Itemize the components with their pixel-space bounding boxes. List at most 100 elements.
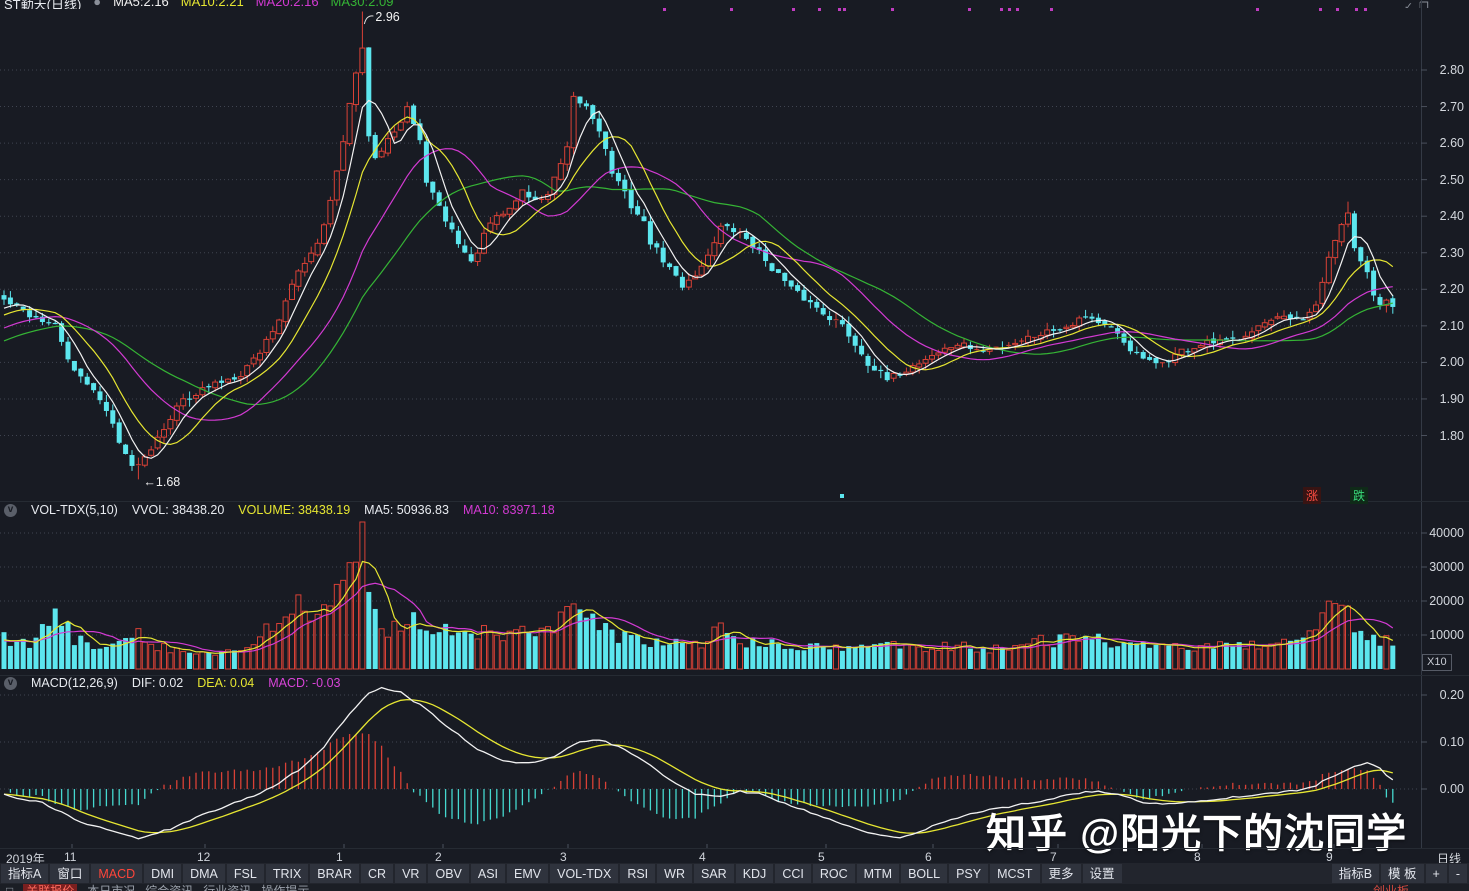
macd-header-item: DIF: 0.02	[131, 676, 184, 690]
price-tick-label: 2.20	[1439, 282, 1464, 297]
bottom-tab-综合资讯[interactable]: 综合资讯	[145, 884, 194, 891]
fall-button[interactable]: 跌	[1350, 487, 1369, 504]
chart-title-row: ST勤天(日线) ● MA5:2.16 MA10:2.21 MA20:2.16 MA3…	[0, 0, 1400, 9]
volume-header-item: VOLUME: 38438.19	[238, 503, 351, 517]
indicator-button-trix[interactable]: TRIX	[265, 864, 309, 883]
month-label: 7	[1050, 850, 1057, 864]
macd-values: MACD(12,26,9) DIF: 0.02 DEA: 0.04 MACD: -0.…	[31, 676, 341, 690]
indicator-button-psy[interactable]: PSY	[949, 864, 989, 883]
high-price-annotation: 2.96	[375, 10, 400, 24]
month-label: 2	[435, 850, 442, 864]
volume-header-item: MA5: 50936.83	[364, 503, 449, 517]
price-tick-label: 2.60	[1439, 136, 1464, 151]
bottom-tab-strip: □ 关联报价 本日市况 综合资讯 行业资讯 操作提示 创业板	[0, 884, 1469, 891]
indicator-button-fsl[interactable]: FSL	[226, 864, 264, 883]
signal-dot	[1000, 8, 1003, 11]
macd-panel-header: v MACD(12,26,9) DIF: 0.02 DEA: 0.04 MACD: -…	[4, 676, 341, 690]
indicator-button-vr[interactable]: VR	[395, 864, 427, 883]
indicator-button-obv[interactable]: OBV	[428, 864, 469, 883]
signal-dot	[792, 8, 795, 11]
rise-button[interactable]: 涨	[1303, 487, 1322, 504]
price-tick-label: 2.30	[1439, 245, 1464, 260]
indicator-button-vol-tdx[interactable]: VOL-TDX	[550, 864, 619, 883]
macd-header-item: DEA: 0.04	[197, 676, 255, 690]
signal-dot	[1364, 8, 1367, 11]
bottom-tab-关联报价[interactable]: 关联报价	[23, 884, 78, 891]
volume-values: VOL-TDX(5,10) VVOL: 38438.20 VOLUME: 38438…	[31, 503, 555, 517]
signal-dot	[1008, 8, 1011, 11]
macd-header-item: MACD: -0.03	[268, 676, 341, 690]
macd-header-item: MACD(12,26,9)	[31, 676, 118, 690]
bottom-tab-行业资讯[interactable]: 行业资讯	[203, 884, 252, 891]
indicator-button-指标b[interactable]: 指标B	[1331, 864, 1380, 883]
indicator-button-boll[interactable]: BOLL	[901, 864, 948, 883]
bottom-right-label[interactable]: 创业板	[1372, 884, 1409, 891]
toolbar-spacer	[1124, 864, 1332, 883]
indicator-button-sar[interactable]: SAR	[693, 864, 734, 883]
price-tick-label: 2.80	[1439, 63, 1464, 77]
price-tick-label: 2.10	[1439, 318, 1464, 333]
bottom-tab-本日市况[interactable]: 本日市况	[87, 884, 136, 891]
window-corner-icons[interactable]: ✓❒	[1403, 1, 1435, 8]
indicator-button-更多[interactable]: 更多	[1041, 864, 1081, 883]
indicator-button-设置[interactable]: 设置	[1082, 864, 1122, 883]
signal-dot	[663, 8, 666, 11]
month-label: 5	[818, 850, 825, 864]
indicator-button-kdj[interactable]: KDJ	[735, 864, 774, 883]
price-tick-label: 1.80	[1439, 428, 1464, 443]
volume-header-item: MA10: 83971.18	[462, 503, 555, 517]
indicator-button-dma[interactable]: DMA	[183, 864, 225, 883]
signal-dot	[1319, 8, 1322, 11]
indicator-button-mcst[interactable]: MCST	[990, 864, 1040, 883]
indicator-toolbar: 指标A 窗口 MACD DMI DMA FSL TRIX BRAR CR VR OBV ASI EMV V…	[0, 863, 1469, 884]
ma-legend-item: MA20:2.16	[255, 0, 319, 9]
indicator-button-dmi[interactable]: DMI	[144, 864, 182, 883]
signal-dot	[843, 8, 846, 11]
macd-tick-label: 0.20	[1439, 688, 1464, 702]
macd-tick-label: 0.10	[1439, 735, 1464, 749]
status-dot-icon: ●	[93, 0, 102, 9]
month-label: 8	[1194, 850, 1201, 864]
zoom-out-button[interactable]: -	[1448, 864, 1467, 883]
zoom-in-button[interactable]: +	[1425, 864, 1447, 883]
bottom-checkbox[interactable]: □	[6, 884, 14, 891]
indicator-button-窗口[interactable]: 窗口	[50, 864, 90, 883]
indicator-button-模 板[interactable]: 模 板	[1381, 864, 1424, 883]
price-tick-label: 1.90	[1439, 391, 1464, 406]
volume-panel-header: v VOL-TDX(5,10) VVOL: 38438.20 VOLUME: 384…	[4, 503, 555, 517]
indicator-button-mtm[interactable]: MTM	[856, 864, 900, 883]
indicator-button-emv[interactable]: EMV	[507, 864, 549, 883]
month-label: 11	[64, 850, 77, 864]
month-label: 6	[925, 850, 932, 864]
scroll-marker	[840, 494, 844, 498]
indicator-button-cci[interactable]: CCI	[775, 864, 811, 883]
indicator-button-asi[interactable]: ASI	[470, 864, 506, 883]
collapse-chevron-icon[interactable]: v	[4, 676, 17, 690]
instrument-title: ST勤天(日线)	[4, 0, 82, 9]
price-tick-label: 2.00	[1439, 355, 1464, 370]
time-axis-row: 日线 2019年 11 12 1 2 3 4 5 6 7 8 9	[0, 848, 1469, 866]
bottom-tab-操作提示[interactable]: 操作提示	[261, 884, 310, 891]
signal-dot	[968, 8, 971, 11]
chart-plot-area[interactable]	[0, 0, 1469, 848]
indicator-button-cr[interactable]: CR	[361, 864, 394, 883]
volume-unit-badge: X10	[1422, 654, 1452, 671]
candlestick-canvas[interactable]	[0, 0, 1469, 848]
volume-tick-label: 40000	[1429, 526, 1464, 540]
indicator-button-wr[interactable]: WR	[657, 864, 692, 883]
indicator-button-roc[interactable]: ROC	[812, 864, 855, 883]
signal-dot	[1355, 8, 1358, 11]
volume-header-item: VOL-TDX(5,10)	[31, 503, 118, 517]
period-label[interactable]: 日线	[1436, 852, 1461, 866]
signal-dot	[730, 8, 733, 11]
volume-tick-label: 20000	[1429, 594, 1464, 608]
ma-legend: MA5:2.16 MA10:2.21 MA20:2.16 MA30:2.09	[113, 0, 393, 9]
collapse-chevron-icon[interactable]: v	[4, 503, 17, 517]
indicator-button-rsi[interactable]: RSI	[620, 864, 656, 883]
indicator-button-macd[interactable]: MACD	[91, 864, 143, 883]
indicator-button-指标a[interactable]: 指标A	[1, 864, 49, 883]
month-label: 2019年	[6, 852, 45, 866]
indicator-button-brar[interactable]: BRAR	[310, 864, 360, 883]
month-label: 4	[699, 850, 706, 864]
macd-tick-label: 0.00	[1439, 782, 1464, 796]
